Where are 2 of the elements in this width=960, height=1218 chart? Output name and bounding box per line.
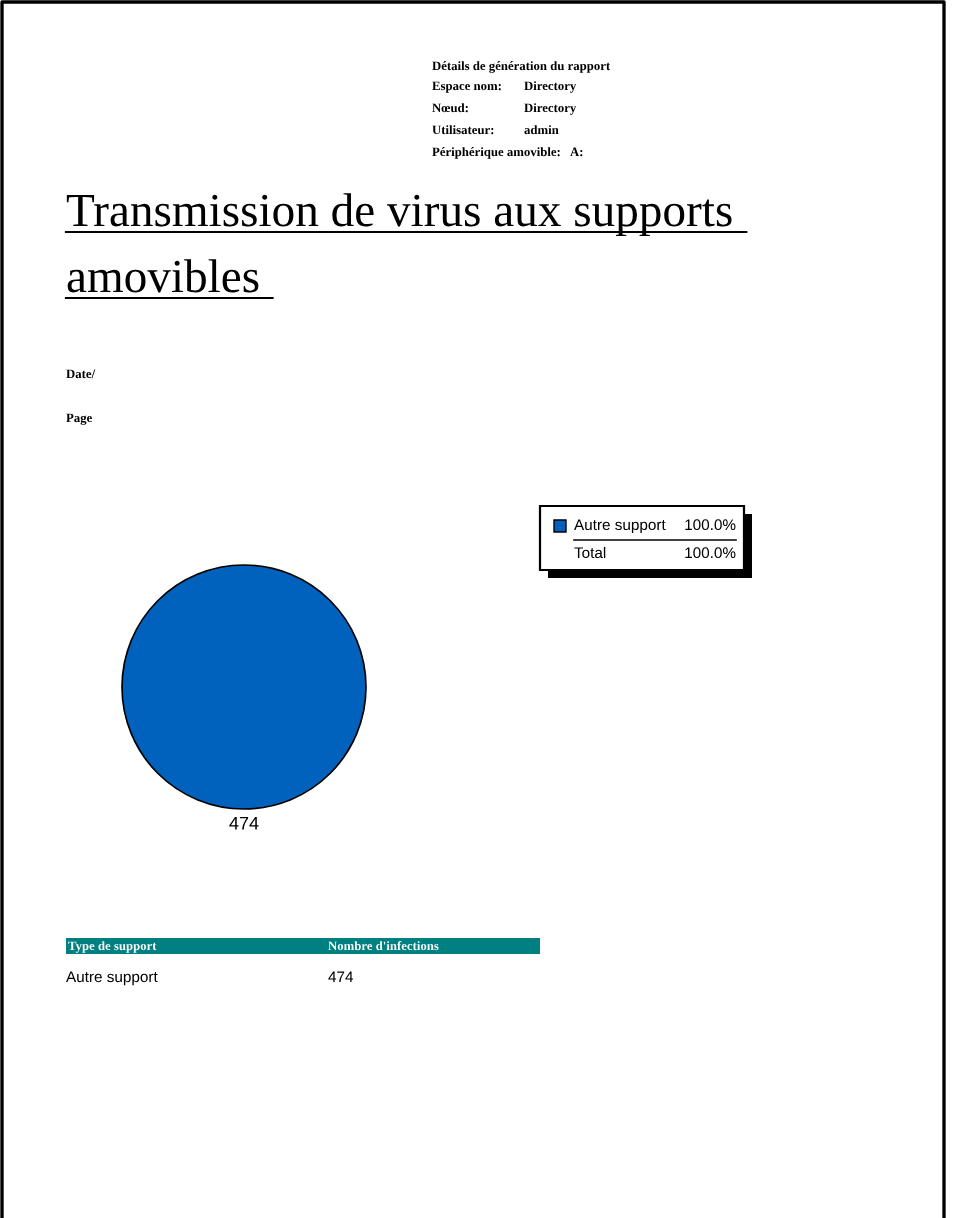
chart-title: Transmission de virus aux supports amovibles: [66, 193, 732, 293]
data-label: 474: [229, 816, 259, 830]
